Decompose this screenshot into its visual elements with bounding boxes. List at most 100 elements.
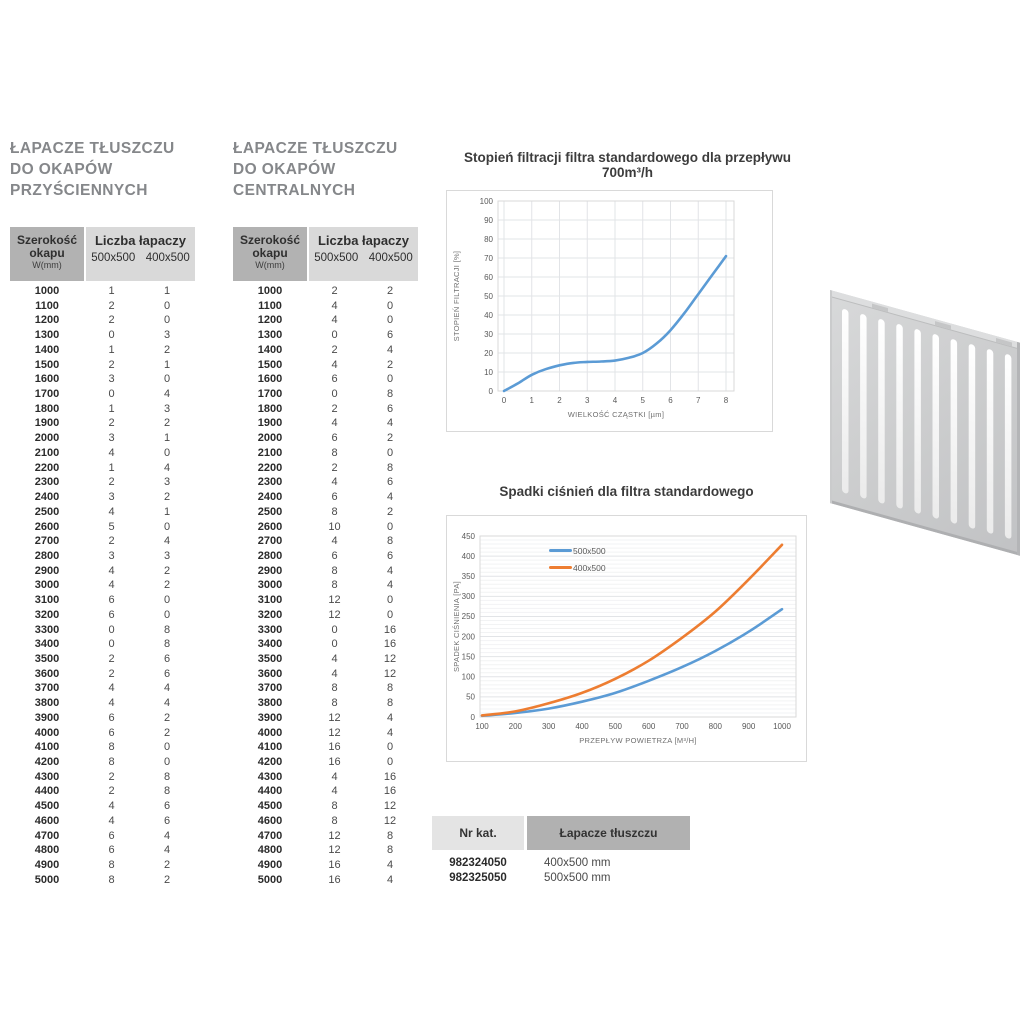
table-row: 3100 6 0 (10, 593, 195, 608)
hood-width-cell: 4900 (257, 859, 283, 872)
table-row: 2400 3 2 (10, 490, 195, 505)
catcher-count-cell: 0 (331, 329, 338, 342)
catcher-count-cell: 4 (108, 564, 115, 577)
catcher-count-cell: 12 (383, 814, 397, 827)
table-row: 1500 2 1 (10, 358, 195, 373)
svg-text:300: 300 (462, 592, 476, 601)
hood-width-cell: 2000 (34, 432, 60, 445)
legend-line-blue (549, 548, 572, 553)
wall-table-body: 1000 1 1 1100 2 0 1200 2 0 1300 0 3 1400 1 2 1500 2 1 1600… (10, 284, 195, 887)
catcher-count-cell: 8 (108, 756, 115, 768)
table-row: 1400 2 4 (233, 343, 418, 358)
catcher-count-cell: 2 (108, 667, 115, 680)
catcher-count-cell: 0 (331, 623, 338, 636)
svg-text:450: 450 (462, 532, 476, 541)
hood-width-cell: 2800 (257, 549, 283, 562)
catcher-count-cell: 0 (163, 520, 171, 533)
catcher-count-cell: 6 (108, 594, 115, 607)
hood-width-cell: 3800 (257, 697, 283, 710)
catcher-count-cell: 1 (163, 358, 171, 371)
table-row: 2600 10 0 (233, 520, 418, 535)
catcher-count-cell: 6 (163, 667, 171, 680)
catcher-count-cell: 1 (108, 343, 115, 356)
svg-text:1: 1 (530, 396, 535, 405)
catcher-count-cell: 2 (163, 579, 171, 592)
catcher-count-cell: 16 (383, 623, 397, 636)
table-row: 3100 12 0 (233, 593, 418, 608)
catcher-count-cell: 1 (108, 285, 115, 297)
catcher-count-cell: 4 (108, 697, 115, 710)
hood-width-cell: 2200 (257, 461, 283, 474)
catcher-count-cell: 3 (163, 329, 171, 342)
catcher-count-cell: 1 (163, 505, 171, 518)
catcher-count-cell: 0 (108, 623, 115, 636)
table-row: 2600 5 0 (10, 520, 195, 535)
hood-width-cell: 1400 (34, 343, 60, 356)
chart-legend: 500x500 400x500 (549, 542, 606, 576)
hood-width-cell: 1000 (257, 285, 283, 297)
table-row: 1900 2 2 (10, 416, 195, 431)
catcher-count-cell: 8 (163, 785, 171, 798)
hood-width-cell: 2200 (34, 461, 60, 474)
catcher-count-cell: 8 (386, 697, 394, 710)
svg-text:70: 70 (484, 254, 493, 263)
catcher-count-cell: 6 (386, 549, 394, 562)
table-row: 4400 4 16 (233, 784, 418, 799)
hood-width-cell: 3700 (34, 682, 60, 695)
catcher-count-cell: 4 (331, 785, 338, 798)
table-row: 4300 2 8 (10, 770, 195, 785)
catcher-count-cell: 8 (108, 859, 115, 872)
table-row: 1400 1 2 (10, 343, 195, 358)
catcher-count-cell: 4 (386, 726, 394, 739)
catcher-count-cell: 4 (108, 505, 115, 518)
hood-width-cell: 3900 (34, 711, 60, 724)
catcher-count-cell: 6 (386, 329, 394, 342)
table-row: 1300 0 3 (10, 328, 195, 343)
catcher-count-cell: 16 (383, 638, 397, 651)
pressure-chart-title: Spadki ciśnień dla filtra standardowego (499, 484, 754, 499)
catcher-count-cell: 4 (108, 800, 115, 813)
catcher-count-cell: 8 (386, 829, 394, 842)
svg-text:600: 600 (642, 722, 656, 731)
catcher-count-cell: 6 (108, 608, 115, 621)
hood-width-cell: 4100 (34, 741, 60, 754)
hood-width-cell: 2300 (257, 476, 283, 489)
catcher-count-cell: 4 (163, 697, 171, 710)
table-row: 3400 0 8 (10, 637, 195, 652)
catcher-count-cell: 8 (108, 873, 115, 886)
table-row: 2900 4 2 (10, 564, 195, 579)
catcher-count-cell: 0 (108, 329, 115, 342)
grease-filter-image (830, 290, 1020, 556)
catcher-count-cell: 4 (331, 476, 338, 489)
hood-width-cell: 4200 (257, 756, 283, 768)
svg-text:300: 300 (542, 722, 556, 731)
catcher-count-cell: 2 (108, 417, 115, 430)
hood-width-cell: 3500 (34, 652, 60, 665)
filter-slots (842, 309, 1012, 539)
table-row: 2100 4 0 (10, 446, 195, 461)
catcher-count-cell: 4 (108, 579, 115, 592)
hood-width-cell: 2100 (257, 446, 283, 459)
table-row: 4200 16 0 (233, 755, 418, 770)
hood-width-cell: 3100 (34, 594, 60, 607)
hood-width-cell: 2900 (34, 564, 60, 577)
catcher-count-cell: 0 (386, 314, 394, 327)
hood-width-cell: 4900 (34, 859, 60, 872)
catcher-count-cell: 8 (331, 814, 338, 827)
hood-width-cell: 4500 (34, 800, 60, 813)
catcher-count-cell: 4 (331, 358, 338, 371)
svg-text:6: 6 (668, 396, 673, 405)
svg-text:350: 350 (462, 572, 476, 581)
hood-width-cell: 1000 (34, 285, 60, 297)
catcher-count-cell: 12 (328, 594, 341, 607)
wall-table-header: Szerokość okapu W(mm) Liczba łapaczy 500… (10, 227, 195, 281)
hood-width-cell: 1900 (34, 417, 60, 430)
catcher-count-cell: 0 (386, 373, 394, 386)
pressure-chart: 0 50 100 150 200 250 300 350 400 450 100 200 300 400 5… (446, 515, 807, 762)
table-row: 3600 4 12 (233, 667, 418, 682)
catalog-product-header: Łapacze tłuszczu (527, 816, 690, 850)
catcher-count-cell: 2 (386, 358, 394, 371)
catcher-count-cell: 0 (386, 520, 394, 533)
hood-width-cell: 1100 (35, 299, 59, 312)
table-row: 3000 4 2 (10, 578, 195, 593)
